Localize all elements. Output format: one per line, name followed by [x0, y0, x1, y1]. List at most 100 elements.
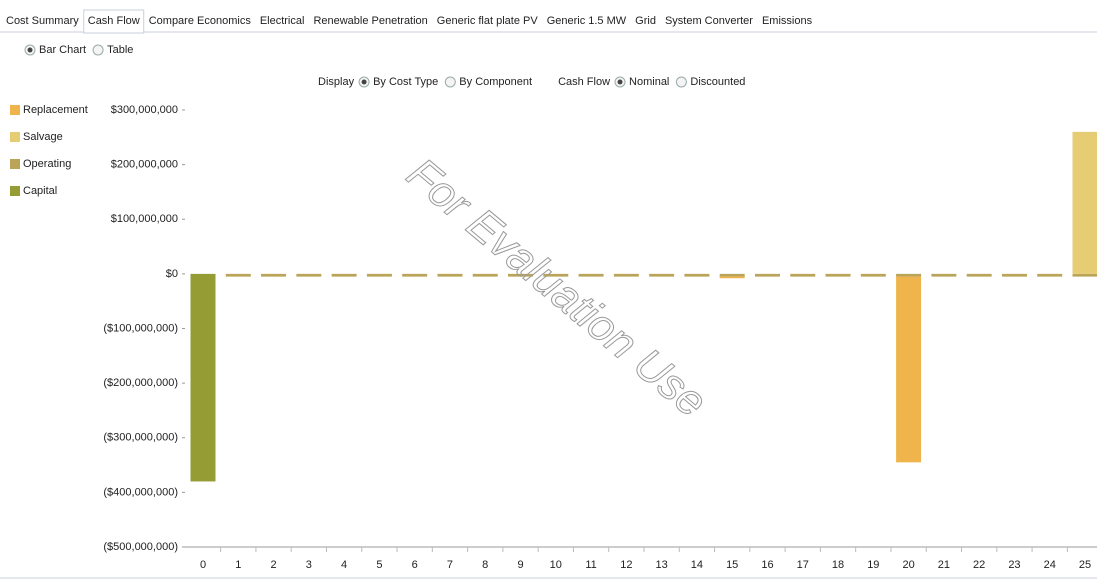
bar-segment: [790, 273, 816, 277]
tab[interactable]: Compare Economics: [145, 10, 255, 33]
radio-label[interactable]: By Component: [459, 76, 532, 88]
radio-button[interactable]: [675, 76, 687, 88]
x-tick-label: 9: [517, 559, 523, 571]
x-tick-label: 23: [1008, 559, 1020, 571]
tab-label[interactable]: Cash Flow: [88, 15, 140, 27]
tab-label[interactable]: Generic flat plate PV: [437, 15, 539, 27]
tab-background[interactable]: [83, 9, 145, 34]
tab-label[interactable]: Renewable Penetration: [313, 15, 427, 27]
x-tick-label: 17: [797, 559, 809, 571]
bar-segment: [896, 273, 922, 277]
option-label: Cash Flow: [558, 76, 610, 88]
tab-label[interactable]: Electrical: [260, 15, 305, 27]
radio-button[interactable]: [444, 76, 456, 88]
radio-dot[interactable]: [617, 79, 623, 85]
x-tick-label: 14: [691, 559, 703, 571]
legend-label: Replacement: [23, 104, 88, 116]
tab-label[interactable]: Emissions: [762, 15, 813, 27]
x-tick-label: 7: [447, 559, 453, 571]
x-tick-label: 0: [200, 559, 206, 571]
x-tick-label: 5: [376, 559, 382, 571]
x-tick-label: 21: [938, 559, 950, 571]
x-tick-label: 18: [832, 559, 844, 571]
y-tick-label: ($400,000,000): [103, 486, 178, 498]
tab-label[interactable]: Cost Summary: [6, 15, 79, 27]
tab[interactable]: Generic flat plate PV: [433, 10, 542, 33]
bar-segment: [366, 273, 392, 277]
x-tick-label: 13: [656, 559, 668, 571]
x-tick-label: 19: [867, 559, 879, 571]
x-tick-label: 3: [306, 559, 312, 571]
legend-label: Capital: [23, 185, 57, 197]
bar-segment: [543, 273, 569, 277]
tab[interactable]: Electrical: [256, 10, 309, 33]
x-tick-label: 8: [482, 559, 488, 571]
bar-segment: [225, 273, 251, 277]
legend-swatch: [10, 159, 20, 169]
radio-dot[interactable]: [361, 79, 367, 85]
bar-segment: [719, 276, 745, 279]
tab-label[interactable]: Grid: [635, 15, 656, 27]
x-tick-label: 1: [235, 559, 241, 571]
legend-swatch: [10, 105, 20, 115]
tab-label[interactable]: Generic 1.5 MW: [547, 15, 627, 27]
radio-label[interactable]: Table: [107, 44, 133, 56]
bar-segment: [296, 273, 322, 277]
tab[interactable]: Cost Summary: [2, 10, 83, 33]
x-tick-label: 4: [341, 559, 347, 571]
radio-option[interactable]: Discounted: [675, 76, 745, 88]
radio-option[interactable]: By Cost Type: [358, 76, 438, 88]
x-tick-label: 6: [412, 559, 418, 571]
bar-segment: [472, 273, 498, 277]
radio-option[interactable]: Bar Chart: [24, 44, 86, 56]
bar-segment: [331, 273, 357, 277]
x-tick-label: 12: [620, 559, 632, 571]
y-tick-label: ($100,000,000): [103, 322, 178, 334]
x-tick-label: 16: [761, 559, 773, 571]
radio-label[interactable]: Bar Chart: [39, 44, 86, 56]
y-tick-label: ($500,000,000): [103, 541, 178, 553]
radio-button[interactable]: [92, 44, 104, 56]
tab[interactable]: Grid: [631, 10, 660, 33]
tab[interactable]: System Converter: [661, 10, 757, 33]
radio-option[interactable]: Nominal: [614, 76, 669, 88]
tab[interactable]: Cash Flow: [83, 9, 145, 34]
radio-label[interactable]: By Cost Type: [373, 76, 438, 88]
x-tick-label: 22: [973, 559, 985, 571]
bar-segment: [931, 273, 957, 277]
tab[interactable]: Generic 1.5 MW: [543, 10, 630, 33]
bar-segment: [578, 273, 604, 277]
legend-swatch: [10, 186, 20, 196]
x-tick-label: 10: [550, 559, 562, 571]
radio-label[interactable]: Nominal: [629, 76, 669, 88]
bar-segment: [1072, 131, 1097, 274]
tab-label[interactable]: Compare Economics: [149, 15, 252, 27]
bar-segment: [508, 273, 534, 277]
bar-segment: [1072, 273, 1097, 277]
y-tick-label: ($200,000,000): [103, 377, 178, 389]
radio-label[interactable]: Discounted: [690, 76, 745, 88]
option-label: Display: [318, 76, 355, 88]
bar-segment: [1037, 273, 1063, 277]
x-tick-label: 11: [585, 559, 596, 571]
y-tick-label: $0: [166, 268, 178, 280]
bar-segment: [966, 273, 992, 277]
radio-dot[interactable]: [27, 47, 33, 53]
bar-segment: [860, 273, 886, 277]
radio-option[interactable]: Table: [92, 44, 133, 56]
bar-segment: [402, 273, 428, 277]
radio-option[interactable]: By Component: [444, 76, 532, 88]
tab[interactable]: Emissions: [758, 10, 816, 33]
x-tick-label: 20: [902, 559, 914, 571]
y-tick-label: $100,000,000: [111, 213, 178, 225]
tab[interactable]: Renewable Penetration: [309, 10, 431, 33]
bar-segment: [190, 273, 216, 482]
bar-segment: [719, 273, 745, 277]
legend-label: Salvage: [23, 131, 63, 143]
bar-segment: [1001, 273, 1027, 277]
tab-label[interactable]: System Converter: [665, 15, 753, 27]
bar-segment: [825, 273, 851, 277]
y-tick-label: $200,000,000: [111, 159, 178, 171]
x-tick-label: 2: [270, 559, 276, 571]
